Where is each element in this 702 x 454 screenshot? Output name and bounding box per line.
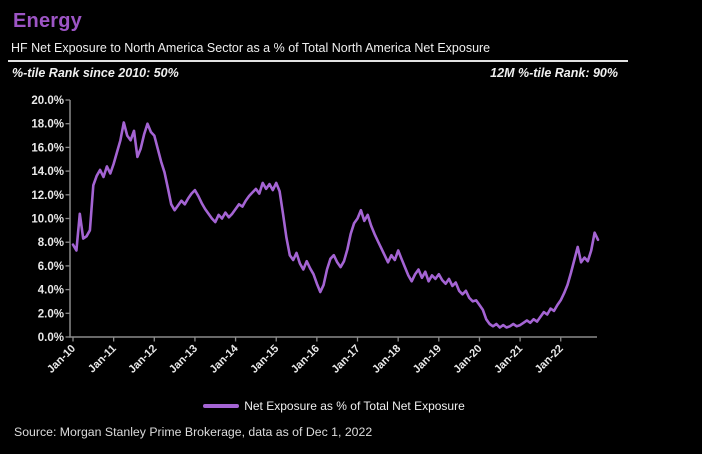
x-axis-label: Jan-15 [248,343,281,376]
percentile-rank-12m: 12M %-tile Rank: 90% [490,66,618,80]
x-axis-label: Jan-17 [330,343,363,376]
y-axis-label: 20.0% [31,95,64,107]
y-axis-label: 18.0% [31,119,64,131]
net-exposure-line [71,121,600,329]
x-axis-label: Jan-18 [370,343,403,376]
axis-lines [69,100,597,338]
header-divider [8,60,628,62]
legend-label: Net Exposure as % of Total Net Exposure [244,399,465,413]
y-axis-label: 8.0% [38,237,64,249]
y-axis-label: 4.0% [38,285,64,297]
x-axis-label: Jan-13 [167,343,200,376]
y-axis-label: 10.0% [31,214,64,226]
y-axis-label: 12.0% [31,190,64,202]
x-axis-label: Jan-12 [126,343,159,376]
y-axis-label: 16.0% [31,142,64,154]
x-axis-label: Jan-16 [289,343,322,376]
x-axis-label: Jan-14 [208,342,242,376]
x-axis-label: Jan-11 [86,343,119,376]
chart-legend: Net Exposure as % of Total Net Exposure [70,399,598,413]
legend-line-swatch [203,404,240,408]
y-axis-label: 2.0% [38,308,64,320]
y-axis-label: 6.0% [38,261,64,273]
y-axis-label: 0.0% [38,332,64,344]
x-axis-label: Jan-19 [411,343,444,376]
source-note: Source: Morgan Stanley Prime Brokerage, … [14,425,373,439]
x-axis-label: Jan-10 [45,343,78,376]
page-title: Energy [13,10,83,32]
percentile-rank-since-2010: %-tile Rank since 2010: 50% [12,66,179,80]
percentile-rank-row: %-tile Rank since 2010: 50% 12M %-tile R… [12,66,618,80]
y-axis-label: 14.0% [31,166,64,178]
x-axis-label: Jan-20 [451,343,484,376]
chart-subtitle: HF Net Exposure to North America Sector … [11,41,491,55]
x-axis-label: Jan-21 [492,343,525,376]
x-axis-label: Jan-22 [533,343,566,376]
